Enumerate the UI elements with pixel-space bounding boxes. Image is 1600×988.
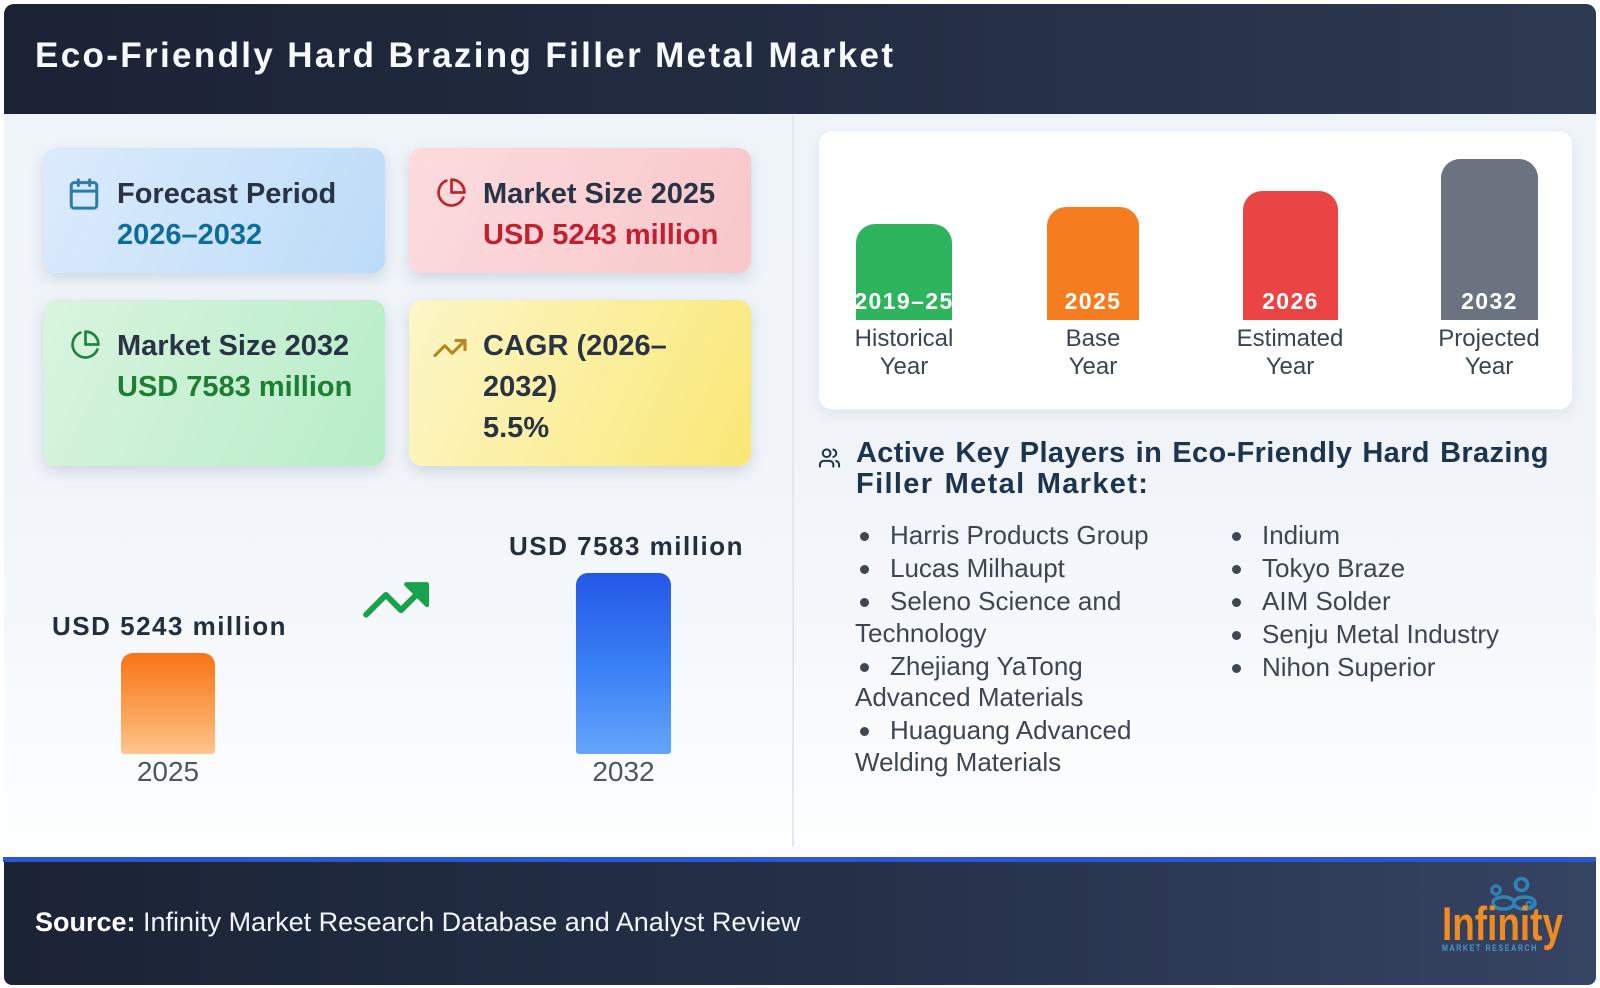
svg-text:MARKET RESEARCH: MARKET RESEARCH xyxy=(1442,943,1538,953)
svg-text:Infinity: Infinity xyxy=(1442,897,1563,950)
